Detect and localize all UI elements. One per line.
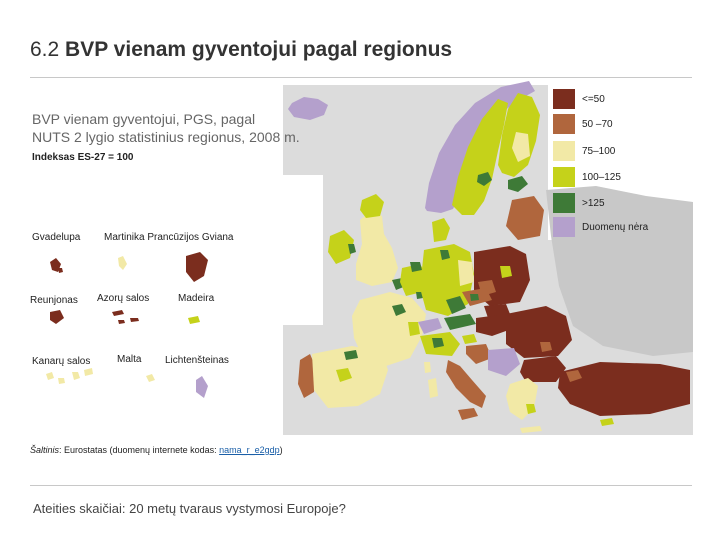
source-note: Šaltinis: Eurostatas (duomenų internete … [30,445,283,455]
inset-label-madeira: Madeira [178,293,215,304]
title-divider [30,77,692,78]
inset-malta [146,374,155,382]
region-baltics [506,196,544,240]
region-basque [344,350,358,360]
inset-label-malta: Malta [117,354,142,365]
region-athens [526,404,536,414]
region-ireland [328,230,354,264]
legend-swatch-no-data [553,217,575,237]
region-denmark [432,218,450,242]
region-austria [444,314,476,330]
region-hungary [476,314,514,336]
map-subtitle-line2: NUTS 2 lygio statistinius regionus, 2008… [32,129,300,145]
region-cyprus [600,418,614,426]
inset-reunjonas [50,310,64,324]
region-east-germany [458,260,474,286]
region-bavaria [446,296,466,314]
legend-label-100-125: 100–125 [582,172,621,183]
source-data-link[interactable]: nama_r_e2gdp [219,445,280,455]
inset-madeira [188,316,200,324]
region-warsaw [500,266,512,278]
legend-item-75-100: 75–100 [553,141,693,161]
inset-label-martinika-guiana: Martinika Prancūzijos Gviana [104,232,234,243]
region-iceland [288,97,328,120]
region-amsterdam [410,262,422,272]
inset-label-kanaru: Kanarų salos [32,356,91,367]
region-rhone [408,322,420,336]
inset-lichtensteinas [196,376,208,398]
region-paris [392,304,406,316]
region-france [352,292,426,366]
region-balkans-nodata [488,348,520,376]
slide-title-number: 6.2 [30,38,60,61]
slide-title: 6.2 BVP vienam gyventojui pagal regionus [30,38,452,62]
source-text: : Eurostatas (duomenų internete kodas: [59,445,220,455]
region-helsinki [508,176,528,192]
region-norway [425,81,535,213]
region-crete [520,426,542,433]
source-suffix: ) [279,445,283,455]
legend-label-le50: <=50 [582,94,605,105]
region-finland-east [512,132,530,162]
inset-label-gvadelupa: Gvadelupa [32,232,81,243]
inset-label-azoru: Azorų salos [97,293,150,304]
source-prefix: Šaltinis [30,445,60,455]
slide-footer: Ateities skaičiai: 20 metų tvaraus vysty… [33,501,346,516]
inset-kanaru [46,368,93,384]
inset-gvadelupa [50,258,63,273]
region-stockholm [477,172,492,186]
legend-label-gt125: >125 [582,198,605,209]
inset-label-lichtensteinas: Lichtenšteinas [165,355,229,366]
region-switzerland [418,318,442,334]
region-bucharest [540,342,552,352]
legend-item-no-data: Duomenų nėra [553,217,693,237]
region-istanbul [566,370,582,382]
map-subtitle: BVP vienam gyventojui, PGS, pagal NUTS 2… [32,110,352,146]
inset-panel [283,175,323,325]
region-turkey [558,362,690,416]
slide-title-text: BVP vienam gyventojui pagal regionus [65,38,453,61]
region-romania [506,306,572,358]
legend-swatch-75-100 [553,141,575,161]
legend-item-100-125: 100–125 [553,167,693,187]
region-benelux [400,264,426,296]
inset-label-reunjonas: Reunjonas [30,295,78,306]
legend-swatch-100-125 [553,167,575,187]
legend-swatch-50-70 [553,114,575,134]
region-outside-east [546,186,693,356]
region-slovenia [462,334,477,344]
inset-gviana [186,252,208,282]
region-prague [470,294,479,301]
region-madrid [336,368,352,382]
legend-label-75-100: 75–100 [582,146,616,157]
region-luxembourg [416,292,423,299]
map-subtitle-line1: BVP vienam gyventojui, PGS, pagal [32,111,256,127]
region-uk [356,210,398,286]
region-lombardy [432,338,444,348]
inset-martinika [118,256,127,270]
region-hamburg [440,250,450,260]
region-scotland [360,194,384,218]
region-portugal [298,354,316,398]
footer-divider [30,485,692,486]
region-sicily [458,408,478,420]
region-croatia [466,344,492,364]
inset-azoru [112,310,139,324]
legend-item-50-70: 50 –70 [553,114,693,134]
legend-swatch-gt125 [553,193,575,213]
region-corsica [424,362,431,373]
region-ireland-dublin [348,244,356,254]
legend-item-gt125: >125 [553,193,693,213]
legend-swatch-le50 [553,89,575,109]
legend-label-no-data: Duomenų nėra [582,222,649,233]
legend-label-50-70: 50 –70 [582,119,613,130]
region-bulgaria [520,356,566,382]
region-south-italy [446,360,486,408]
legend-item-le50: <=50 [553,89,693,109]
index-note: Indeksas ES-27 = 100 [32,152,134,163]
region-sweden [452,99,508,215]
region-sardinia [428,378,438,398]
